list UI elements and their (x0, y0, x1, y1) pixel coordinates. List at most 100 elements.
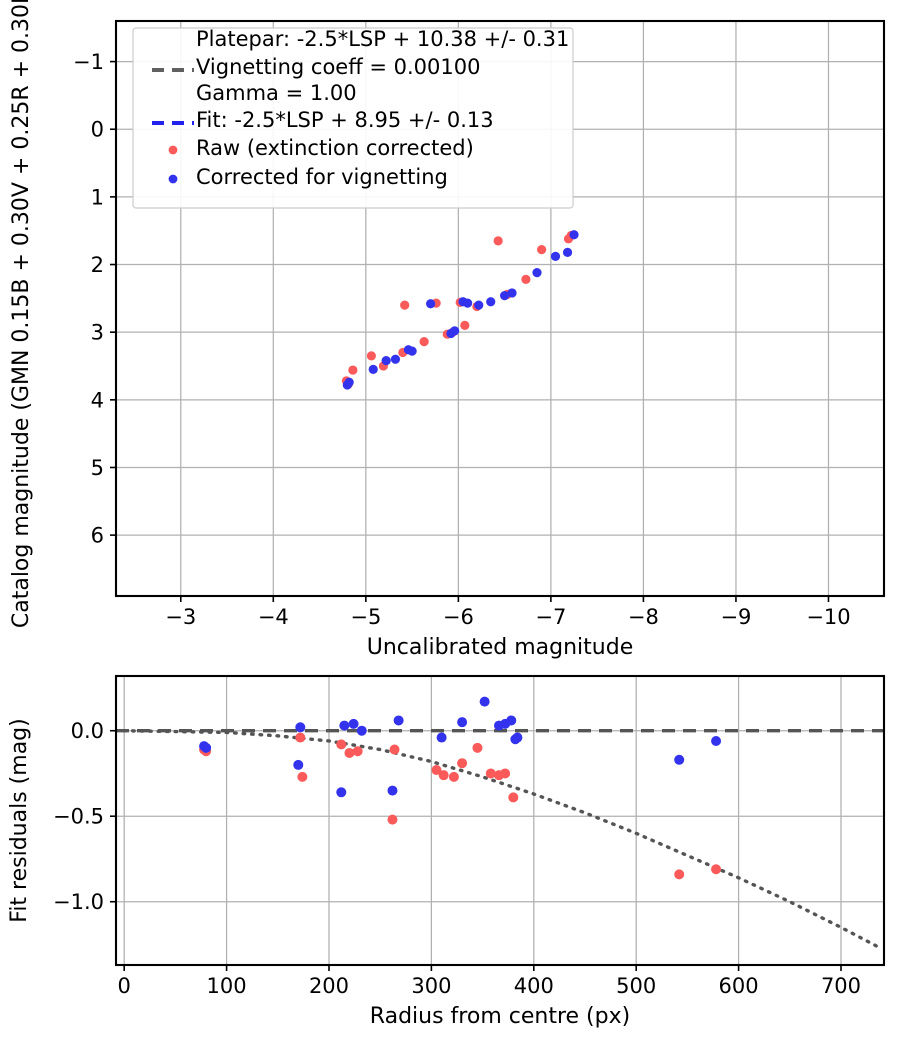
data-point (344, 747, 355, 758)
data-point (674, 869, 685, 880)
data-point (407, 346, 417, 356)
data-point (366, 351, 376, 361)
y-tick-label: 5 (91, 456, 104, 480)
data-point (457, 717, 468, 728)
series-raw (199, 732, 722, 880)
y-axis-title: Fit residuals (mag) (7, 718, 32, 922)
legend-label: Corrected for vignetting (196, 165, 448, 189)
data-point (390, 354, 401, 364)
legend-entry: Fit: -2.5*LSP + 8.95 +/- 0.13 (152, 108, 494, 132)
data-point (352, 746, 363, 757)
data-point (460, 320, 470, 331)
data-point (500, 291, 510, 301)
data-point (450, 326, 460, 336)
y-tick-label: −1.0 (53, 890, 104, 914)
x-tick-label: −3 (165, 605, 196, 629)
data-point (500, 768, 511, 779)
y-tick-label: 2 (91, 253, 104, 277)
legend-marker-dot (168, 145, 178, 155)
data-point (550, 251, 561, 262)
y-axis-title: Catalog magnitude (GMN 0.15B + 0.30V + 0… (9, 0, 34, 628)
data-point (336, 739, 347, 750)
legend-entry: Vignetting coeff = 0.00100 (152, 55, 480, 79)
axes-frame (114, 19, 886, 598)
curve-vignetting-model (122, 729, 879, 948)
x-tick-label: 200 (309, 974, 349, 998)
data-point (569, 230, 579, 240)
x-tick-label: 300 (411, 974, 451, 998)
axes-fit-residuals: 0 100 200 300 400 500 600 700 0.0 −0.5 −1.0 Radius … (7, 674, 886, 1029)
x-tick-label: 700 (821, 974, 861, 998)
data-point (201, 742, 212, 753)
data-point (472, 742, 483, 753)
data-point (295, 732, 306, 743)
y-tick-label: 1 (91, 185, 104, 209)
x-tick-label: 0 (118, 974, 131, 998)
series-corrected (342, 230, 579, 390)
data-point (348, 365, 358, 375)
data-layer (341, 230, 579, 390)
legend-label: Platepar: -2.5*LSP + 10.38 +/- 0.31 (196, 27, 569, 51)
data-point (711, 735, 722, 746)
data-layer (116, 696, 884, 948)
data-point (448, 771, 459, 782)
data-point (431, 765, 442, 776)
data-point (474, 300, 484, 310)
data-point (506, 715, 517, 726)
data-point (486, 297, 496, 307)
legend-label: Vignetting coeff = 0.00100 (196, 55, 480, 79)
data-point (381, 355, 391, 366)
data-point (387, 785, 398, 796)
data-point (479, 696, 490, 707)
x-tick-label: 600 (719, 974, 759, 998)
data-point (426, 299, 436, 309)
y-tick-label: −0.5 (53, 805, 104, 829)
y-tick-label: −1 (73, 50, 104, 74)
data-point (485, 768, 496, 779)
x-axis-title: Radius from centre (px) (370, 1004, 630, 1029)
data-point (562, 247, 573, 257)
data-point (356, 725, 367, 736)
axes-frame (114, 674, 886, 967)
data-point (512, 732, 523, 743)
legend-entry: Gamma = 1.00 (196, 81, 357, 105)
data-point (393, 715, 404, 726)
x-tick-label: 400 (514, 974, 554, 998)
y-tick-label: 0 (91, 118, 104, 142)
data-point (348, 718, 359, 729)
x-tick-label: 100 (207, 974, 247, 998)
data-point (537, 245, 547, 255)
data-point (344, 377, 354, 387)
data-point (493, 236, 503, 246)
data-point (674, 754, 685, 765)
x-axis-title: Uncalibrated magnitude (367, 635, 633, 660)
legend-entry: Corrected for vignetting (168, 165, 448, 189)
legend-label: Fit: -2.5*LSP + 8.95 +/- 0.13 (196, 108, 494, 132)
x-tick-label: −7 (535, 605, 566, 629)
y-tick-label: 0.0 (71, 719, 104, 743)
x-tick-label: −8 (628, 605, 659, 629)
x-tick-label: 500 (616, 974, 656, 998)
data-point (295, 722, 306, 733)
x-tick-label: −6 (443, 605, 474, 629)
data-point (419, 337, 429, 347)
legend-background (132, 27, 574, 209)
data-point (711, 864, 722, 875)
y-tick-label: 6 (91, 524, 104, 548)
x-tick-label: −9 (720, 605, 751, 629)
data-point (336, 787, 347, 798)
data-point (387, 814, 398, 825)
legend-label: Gamma = 1.00 (196, 81, 357, 105)
data-point (436, 732, 447, 743)
data-point (368, 364, 378, 374)
data-point (508, 792, 519, 803)
legend: Platepar: -2.5*LSP + 10.38 +/- 0.31 Vigne… (132, 27, 574, 209)
data-point (457, 758, 468, 769)
legend-label: Raw (extinction corrected) (196, 136, 474, 160)
x-tick-label: −4 (258, 605, 289, 629)
legend-entry: Platepar: -2.5*LSP + 10.38 +/- 0.31 (196, 27, 569, 51)
data-point (438, 770, 449, 781)
